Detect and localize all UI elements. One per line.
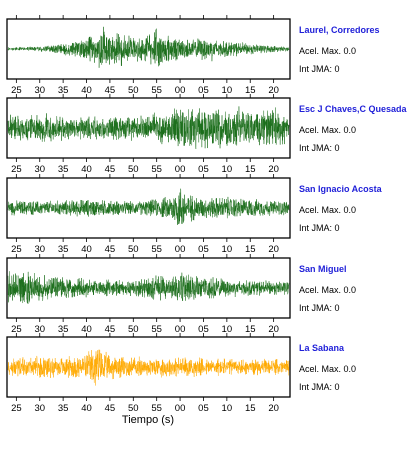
- tick-label-3-6: 55: [151, 324, 162, 335]
- accel-max-label-1: Acel. Max. 0.0: [299, 125, 357, 135]
- panel-frame-3: [6, 257, 291, 319]
- station-name-3: San Miguel: [299, 264, 347, 274]
- tick-label-1-4: 45: [105, 164, 116, 175]
- tick-label-3-11: 20: [268, 324, 279, 335]
- panel-frame-1: [6, 97, 291, 159]
- tick-label-4-7: 00: [175, 403, 186, 414]
- tick-label-1-7: 00: [175, 164, 186, 175]
- tick-label-1-8: 05: [198, 164, 209, 175]
- tick-label-1-9: 10: [222, 164, 233, 175]
- jma-intensity-label-3: Int JMA: 0: [299, 303, 340, 313]
- station-name-0: Laurel, Corredores: [299, 25, 380, 35]
- jma-intensity-label-0: Int JMA: 0: [299, 64, 340, 74]
- tick-label-3-3: 40: [81, 324, 92, 335]
- tick-label-3-8: 05: [198, 324, 209, 335]
- tick-label-4-6: 55: [151, 403, 162, 414]
- tick-label-3-10: 15: [245, 324, 256, 335]
- waveform-3: [7, 271, 290, 304]
- tick-label-4-11: 20: [268, 403, 279, 414]
- tick-label-0-9: 10: [222, 85, 233, 96]
- tick-label-4-0: 25: [11, 403, 22, 414]
- tick-label-0-1: 30: [34, 85, 45, 96]
- waveform-4: [7, 349, 290, 386]
- tick-label-3-4: 45: [105, 324, 116, 335]
- tick-label-3-5: 50: [128, 324, 139, 335]
- tick-label-4-4: 45: [105, 403, 116, 414]
- jma-intensity-label-1: Int JMA: 0: [299, 143, 340, 153]
- tick-label-2-4: 45: [105, 244, 116, 255]
- waveform-1: [7, 106, 290, 149]
- tick-label-0-10: 15: [245, 85, 256, 96]
- tick-label-0-3: 40: [81, 85, 92, 96]
- panel-frame-4: [6, 336, 291, 398]
- tick-label-2-3: 40: [81, 244, 92, 255]
- tick-label-2-8: 05: [198, 244, 209, 255]
- x-axis-title: Tiempo (s): [121, 414, 175, 426]
- tick-label-4-10: 15: [245, 403, 256, 414]
- tick-label-3-1: 30: [34, 324, 45, 335]
- tick-label-3-7: 00: [175, 324, 186, 335]
- tick-label-1-10: 15: [245, 164, 256, 175]
- accel-max-label-0: Acel. Max. 0.0: [299, 46, 357, 56]
- tick-label-0-2: 35: [58, 85, 69, 96]
- tick-label-2-5: 50: [128, 244, 139, 255]
- tick-label-0-11: 20: [268, 85, 279, 96]
- tick-label-2-11: 20: [268, 244, 279, 255]
- jma-intensity-label-2: Int JMA: 0: [299, 223, 340, 233]
- accel-max-label-2: Acel. Max. 0.0: [299, 205, 357, 215]
- tick-label-0-0: 25: [11, 85, 22, 96]
- accel-max-label-3: Acel. Max. 0.0: [299, 285, 357, 295]
- waveform-0: [7, 26, 290, 68]
- tick-label-0-8: 05: [198, 85, 209, 96]
- tick-label-1-6: 55: [151, 164, 162, 175]
- tick-label-1-1: 30: [34, 164, 45, 175]
- station-name-2: San Ignacio Acosta: [299, 184, 382, 194]
- tick-label-4-3: 40: [81, 403, 92, 414]
- tick-label-3-9: 10: [222, 324, 233, 335]
- tick-label-1-11: 20: [268, 164, 279, 175]
- waveform-2: [7, 188, 290, 225]
- tick-label-1-2: 35: [58, 164, 69, 175]
- panel-frame-2: [6, 177, 291, 239]
- tick-label-4-9: 10: [222, 403, 233, 414]
- tick-label-2-10: 15: [245, 244, 256, 255]
- tick-label-0-6: 55: [151, 85, 162, 96]
- tick-label-2-2: 35: [58, 244, 69, 255]
- tick-label-0-5: 50: [128, 85, 139, 96]
- tick-label-2-9: 10: [222, 244, 233, 255]
- tick-label-4-8: 05: [198, 403, 209, 414]
- panel-frame-0: [6, 18, 291, 80]
- tick-label-4-2: 35: [58, 403, 69, 414]
- tick-label-4-1: 30: [34, 403, 45, 414]
- tick-label-2-1: 30: [34, 244, 45, 255]
- tick-label-0-7: 00: [175, 85, 186, 96]
- station-name-4: La Sabana: [299, 343, 345, 353]
- tick-label-1-0: 25: [11, 164, 22, 175]
- jma-intensity-label-4: Int JMA: 0: [299, 382, 340, 392]
- tick-label-1-5: 50: [128, 164, 139, 175]
- accel-max-label-4: Acel. Max. 0.0: [299, 364, 357, 374]
- tick-label-0-4: 45: [105, 85, 116, 96]
- tick-label-2-7: 00: [175, 244, 186, 255]
- tick-label-2-6: 55: [151, 244, 162, 255]
- tick-label-2-0: 25: [11, 244, 22, 255]
- tick-label-1-3: 40: [81, 164, 92, 175]
- tick-label-3-0: 25: [11, 324, 22, 335]
- tick-label-4-5: 50: [128, 403, 139, 414]
- station-name-1: Esc J Chaves,C Quesada: [299, 104, 407, 114]
- tick-label-3-2: 35: [58, 324, 69, 335]
